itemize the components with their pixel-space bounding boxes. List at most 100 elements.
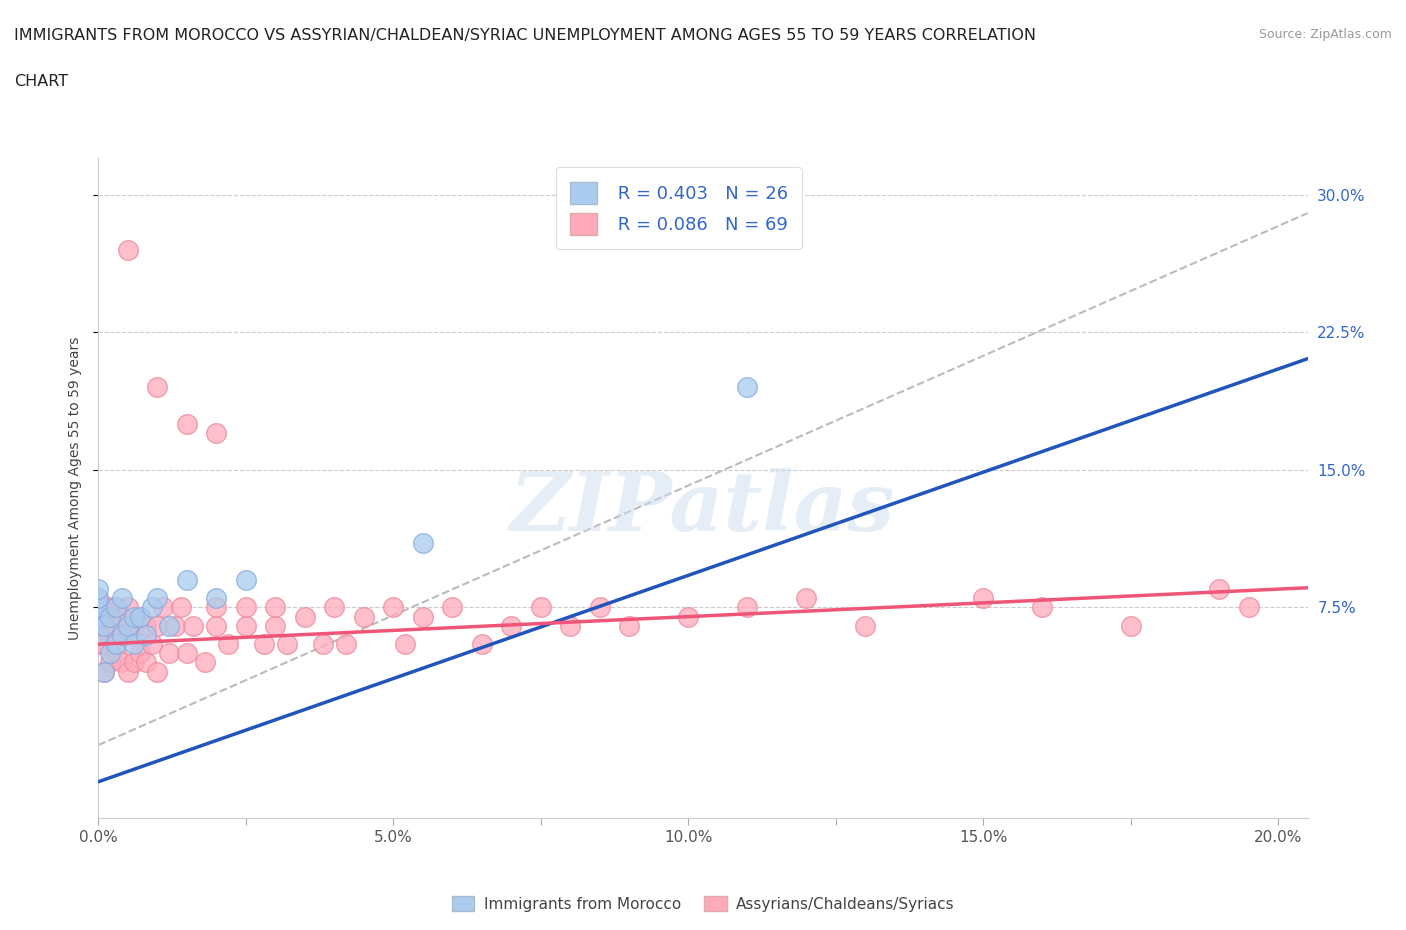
Point <box>87 609 110 624</box>
Point <box>353 609 375 624</box>
Point <box>589 600 612 615</box>
Point <box>111 628 134 643</box>
Point <box>205 600 228 615</box>
Point <box>441 600 464 615</box>
Point <box>87 637 110 652</box>
Text: CHART: CHART <box>14 74 67 89</box>
Point <box>264 600 287 615</box>
Point <box>217 637 239 652</box>
Point <box>735 600 758 615</box>
Point <box>412 609 434 624</box>
Point <box>176 645 198 660</box>
Point <box>152 600 174 615</box>
Point <box>117 628 139 643</box>
Point <box>252 637 274 652</box>
Point <box>146 664 169 679</box>
Point <box>128 609 150 624</box>
Point <box>93 618 115 633</box>
Point <box>135 655 157 670</box>
Point <box>678 609 700 624</box>
Point <box>170 600 193 615</box>
Point <box>122 609 145 624</box>
Point <box>619 618 641 633</box>
Point <box>87 591 110 605</box>
Point <box>311 637 333 652</box>
Point <box>105 618 128 633</box>
Point <box>264 618 287 633</box>
Point <box>87 581 110 596</box>
Point <box>181 618 204 633</box>
Point <box>141 637 163 652</box>
Point <box>93 664 115 679</box>
Point <box>194 655 217 670</box>
Point <box>105 600 128 615</box>
Point <box>323 600 346 615</box>
Point <box>394 637 416 652</box>
Point <box>176 573 198 588</box>
Point <box>135 618 157 633</box>
Point <box>128 645 150 660</box>
Point <box>235 573 257 588</box>
Point <box>176 417 198 432</box>
Point <box>98 628 121 643</box>
Point <box>735 380 758 395</box>
Legend: Immigrants from Morocco, Assyrians/Chaldeans/Syriacs: Immigrants from Morocco, Assyrians/Chald… <box>446 889 960 918</box>
Point <box>98 655 121 670</box>
Point <box>93 637 115 652</box>
Point <box>165 618 187 633</box>
Point <box>335 637 357 652</box>
Point <box>235 618 257 633</box>
Point <box>117 243 139 258</box>
Point <box>111 655 134 670</box>
Point <box>93 618 115 633</box>
Point <box>117 600 139 615</box>
Point <box>205 426 228 441</box>
Point <box>1237 600 1260 615</box>
Point <box>105 645 128 660</box>
Text: IMMIGRANTS FROM MOROCCO VS ASSYRIAN/CHALDEAN/SYRIAC UNEMPLOYMENT AMONG AGES 55 T: IMMIGRANTS FROM MOROCCO VS ASSYRIAN/CHAL… <box>14 28 1036 43</box>
Point <box>1208 581 1230 596</box>
Point <box>972 591 994 605</box>
Point <box>382 600 405 615</box>
Point <box>146 591 169 605</box>
Point <box>853 618 876 633</box>
Point <box>235 600 257 615</box>
Point <box>141 600 163 615</box>
Text: ZIPatlas: ZIPatlas <box>510 468 896 548</box>
Point <box>501 618 523 633</box>
Point <box>98 645 121 660</box>
Point <box>87 609 110 624</box>
Point <box>87 618 110 633</box>
Point <box>794 591 817 605</box>
Point <box>87 591 110 605</box>
Point <box>146 380 169 395</box>
Point <box>98 609 121 624</box>
Point <box>412 536 434 551</box>
Point <box>128 609 150 624</box>
Text: Source: ZipAtlas.com: Source: ZipAtlas.com <box>1258 28 1392 41</box>
Point <box>1119 618 1142 633</box>
Point <box>205 591 228 605</box>
Legend:  R = 0.403   N = 26,  R = 0.086   N = 69: R = 0.403 N = 26, R = 0.086 N = 69 <box>555 167 801 249</box>
Point <box>1031 600 1053 615</box>
Point <box>87 600 110 615</box>
Point <box>471 637 494 652</box>
Point <box>122 655 145 670</box>
Point <box>93 600 115 615</box>
Point <box>146 618 169 633</box>
Point <box>105 600 128 615</box>
Point <box>98 600 121 615</box>
Point <box>560 618 582 633</box>
Point <box>294 609 316 624</box>
Point <box>93 664 115 679</box>
Point <box>135 628 157 643</box>
Y-axis label: Unemployment Among Ages 55 to 59 years: Unemployment Among Ages 55 to 59 years <box>69 337 83 640</box>
Point <box>87 628 110 643</box>
Point <box>205 618 228 633</box>
Point <box>111 609 134 624</box>
Point <box>117 664 139 679</box>
Point <box>157 645 180 660</box>
Point <box>276 637 298 652</box>
Point <box>122 618 145 633</box>
Point <box>87 600 110 615</box>
